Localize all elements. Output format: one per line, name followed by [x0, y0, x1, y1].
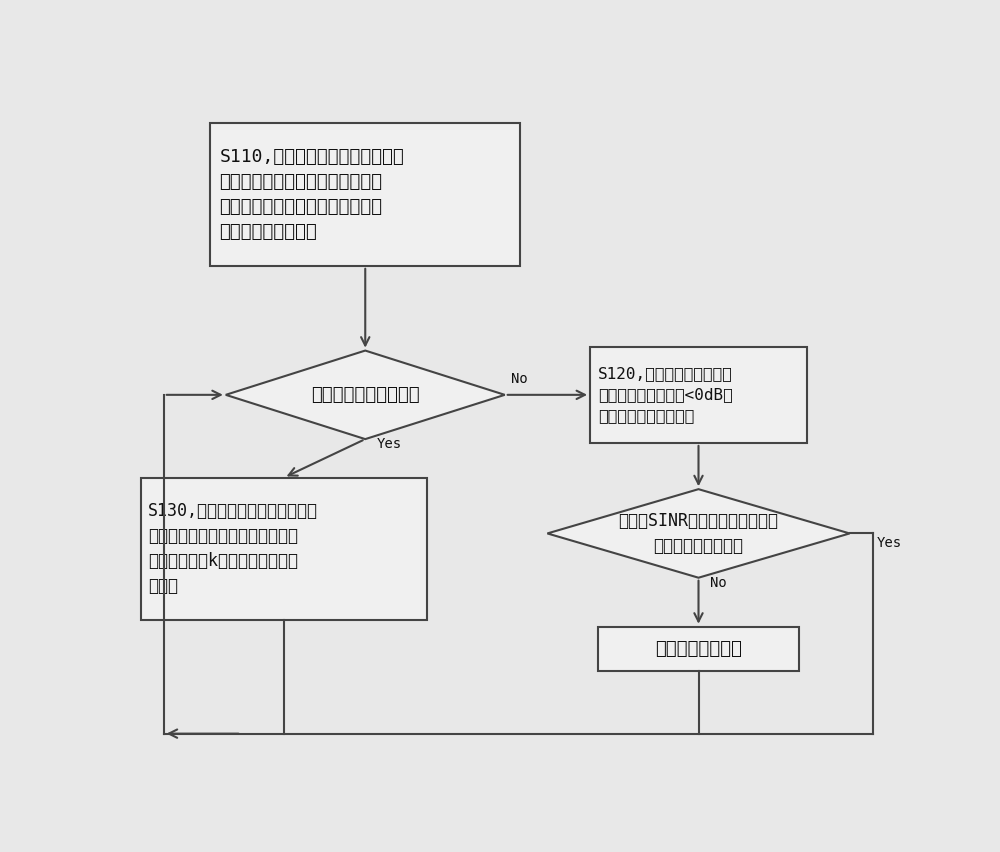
- Polygon shape: [547, 489, 850, 578]
- Text: No: No: [710, 576, 727, 590]
- FancyBboxPatch shape: [598, 626, 799, 671]
- FancyBboxPatch shape: [140, 478, 427, 620]
- FancyBboxPatch shape: [590, 347, 807, 443]
- Text: No: No: [511, 371, 528, 385]
- Text: 是否有新用户请求接入: 是否有新用户请求接入: [311, 386, 420, 404]
- Text: Yes: Yes: [877, 536, 902, 550]
- Polygon shape: [226, 350, 505, 439]
- Text: S110,随机选择用户作为上行簇中
心，根据干扰情况选择用户作为下
行簇中心，将其余用户根据干扰状
况分配至两个簇内。: S110,随机选择用户作为上行簇中 心，根据干扰情况选择用户作为下 行簇中心，将…: [220, 148, 404, 241]
- Text: 改变用户收发状态: 改变用户收发状态: [655, 640, 742, 658]
- Text: S120,遍历区域内用户，选
择信噪比小于门限（<0dB）
的用户，改变收发状态: S120,遍历区域内用户，选 择信噪比小于门限（<0dB） 的用户，改变收发状态: [598, 366, 732, 423]
- FancyBboxPatch shape: [210, 124, 520, 266]
- Text: 该用户SINR提高且其他用户信噪
比下降不超过阈值？: 该用户SINR提高且其他用户信噪 比下降不超过阈值？: [618, 512, 778, 555]
- Text: S130,设置该用户发送其他用户接
收，测量并根据干扰将其分入某一
簇内，并利用k均值算法选择新簇
中心。: S130,设置该用户发送其他用户接 收，测量并根据干扰将其分入某一 簇内，并利用…: [148, 503, 318, 596]
- Text: Yes: Yes: [377, 437, 402, 452]
